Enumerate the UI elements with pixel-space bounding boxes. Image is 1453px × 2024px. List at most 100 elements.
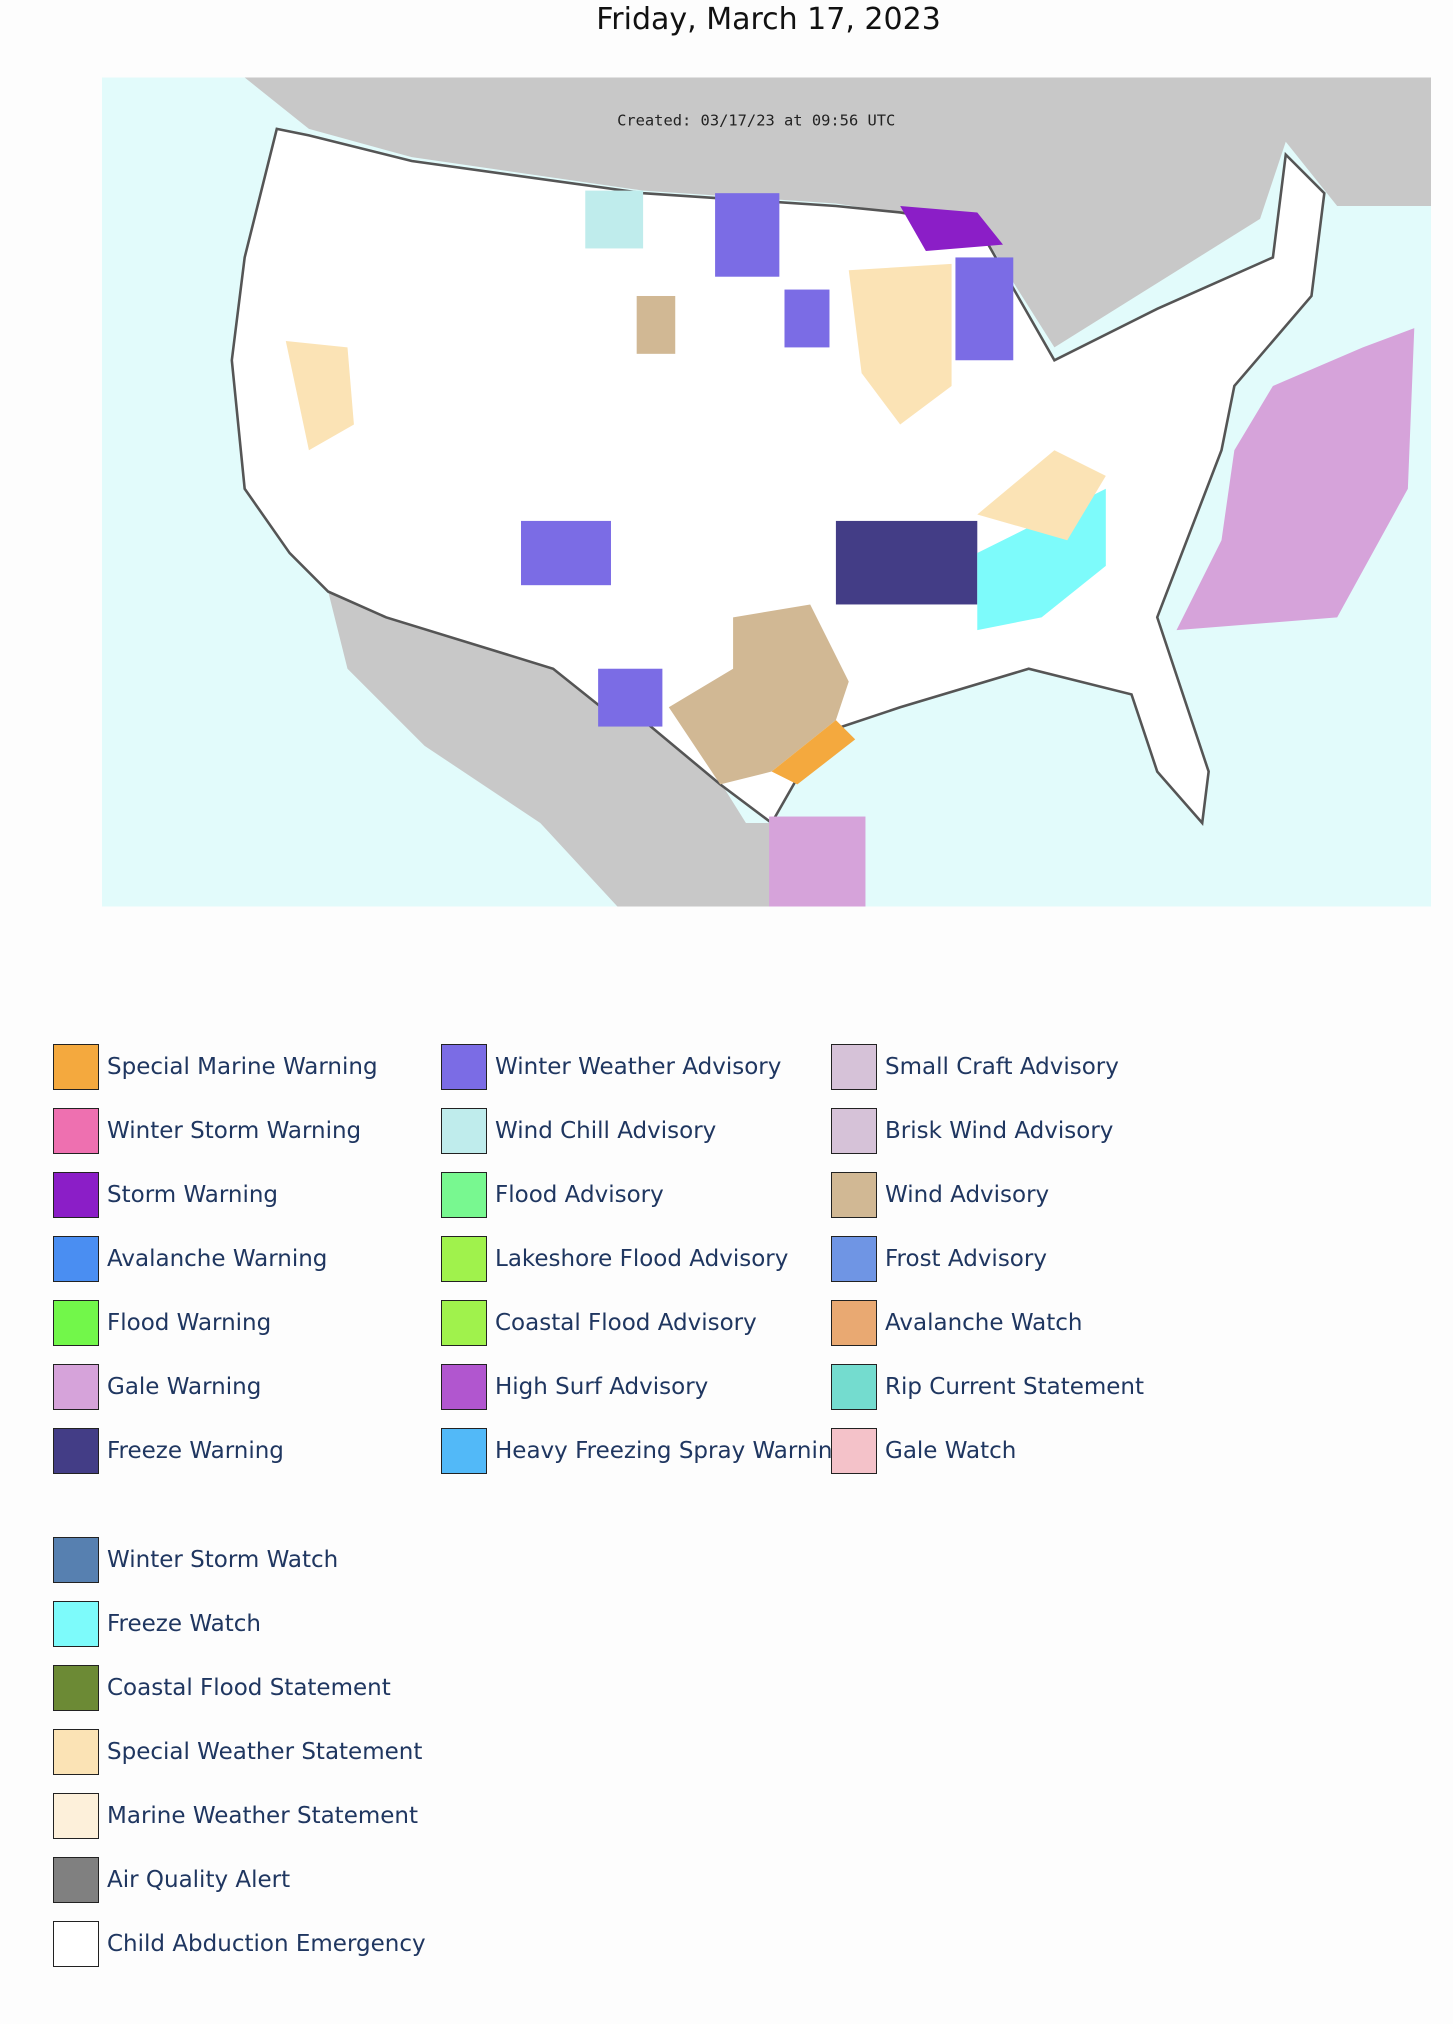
gale-area xyxy=(1176,328,1415,631)
legend-swatch xyxy=(831,1236,877,1282)
canada xyxy=(244,77,1431,348)
alert-map: Created: 03/17/23 at 09:56 UTC xyxy=(102,77,1431,907)
legend-swatch xyxy=(441,1364,487,1410)
legend-label: Special Weather Statement xyxy=(107,1739,423,1765)
legend-swatch xyxy=(831,1108,877,1154)
legend-swatch xyxy=(53,1665,99,1711)
legend-swatch xyxy=(441,1428,487,1474)
map-caption: Created: 03/17/23 at 09:56 UTC xyxy=(617,112,895,130)
legend-label: High Surf Advisory xyxy=(495,1374,709,1400)
legend-item: Gale Watch xyxy=(831,1427,1016,1475)
legend-label: Heavy Freezing Spray Warning xyxy=(495,1438,848,1464)
legend-item: Heavy Freezing Spray Warning xyxy=(441,1427,847,1475)
legend-swatch xyxy=(53,1921,99,1967)
legend-item: Flood Advisory xyxy=(441,1171,664,1219)
legend-item: Air Quality Alert xyxy=(53,1856,290,1904)
legend-item: Rip Current Statement xyxy=(831,1363,1144,1411)
legend-item: Small Craft Advisory xyxy=(831,1043,1119,1091)
gale-area xyxy=(769,816,866,907)
legend-item: Marine Weather Statement xyxy=(53,1792,418,1840)
legend-item: Winter Storm Watch xyxy=(53,1536,338,1584)
legend-item: Winter Storm Warning xyxy=(53,1107,361,1155)
legend-item: Special Marine Warning xyxy=(53,1043,378,1091)
legend-item: Gale Warning xyxy=(53,1363,261,1411)
freeze-area xyxy=(835,520,978,605)
legend-swatch xyxy=(441,1108,487,1154)
legend-swatch xyxy=(53,1601,99,1647)
statement-area xyxy=(977,450,1106,541)
legend-item: Coastal Flood Advisory xyxy=(441,1299,757,1347)
legend-item: Special Weather Statement xyxy=(53,1728,422,1776)
legend-item: Child Abduction Emergency xyxy=(53,1920,426,1968)
legend-label: Special Marine Warning xyxy=(107,1054,378,1080)
legend-label: Wind Advisory xyxy=(885,1182,1050,1208)
winter-area xyxy=(598,668,663,727)
legend-item: High Surf Advisory xyxy=(441,1363,708,1411)
legend-item: Coastal Flood Statement xyxy=(53,1664,391,1712)
legend-swatch xyxy=(441,1044,487,1090)
legend-label: Flood Warning xyxy=(107,1310,272,1336)
legend-swatch xyxy=(53,1172,99,1218)
marine-area xyxy=(771,720,856,785)
legend-label: Brisk Wind Advisory xyxy=(885,1118,1114,1144)
legend-label: Coastal Flood Advisory xyxy=(495,1310,757,1336)
legend-swatch xyxy=(441,1300,487,1346)
legend-label: Winter Weather Advisory xyxy=(495,1054,782,1080)
legend-label: Avalanche Warning xyxy=(107,1246,328,1272)
chill-area xyxy=(585,190,644,249)
legend-label: Storm Warning xyxy=(107,1182,279,1208)
legend-swatch xyxy=(53,1729,99,1775)
legend-swatch xyxy=(441,1172,487,1218)
legend-item: Storm Warning xyxy=(53,1171,278,1219)
legend-swatch xyxy=(53,1364,99,1410)
winter-area xyxy=(715,193,780,277)
statement-area xyxy=(848,263,952,425)
legend-item: Freeze Warning xyxy=(53,1427,284,1475)
legend-item: Freeze Watch xyxy=(53,1600,261,1648)
legend-label: Freeze Watch xyxy=(107,1611,261,1637)
legend-item: Flood Warning xyxy=(53,1299,271,1347)
legend-swatch xyxy=(831,1172,877,1218)
legend-swatch xyxy=(53,1793,99,1839)
legend-label: Avalanche Watch xyxy=(885,1310,1083,1336)
legend-label: Frost Advisory xyxy=(885,1246,1047,1272)
legend-item: Avalanche Warning xyxy=(53,1235,327,1283)
legend-item: Wind Advisory xyxy=(831,1171,1049,1219)
legend-swatch xyxy=(53,1108,99,1154)
legend-item: Lakeshore Flood Advisory xyxy=(441,1235,788,1283)
legend-swatch xyxy=(831,1300,877,1346)
legend-label: Rip Current Statement xyxy=(885,1374,1145,1400)
legend-swatch xyxy=(53,1537,99,1583)
winter-area xyxy=(521,520,611,586)
legend-label: Gale Warning xyxy=(107,1374,262,1400)
winter-area xyxy=(784,289,830,348)
legend-label: Flood Advisory xyxy=(495,1182,664,1208)
legend-swatch xyxy=(53,1236,99,1282)
legend-label: Winter Storm Warning xyxy=(107,1118,362,1144)
legend-swatch xyxy=(53,1300,99,1346)
wind-area xyxy=(668,604,849,785)
legend-swatch xyxy=(831,1364,877,1410)
legend-item: Avalanche Watch xyxy=(831,1299,1082,1347)
legend-item: Brisk Wind Advisory xyxy=(831,1107,1113,1155)
legend-swatch xyxy=(53,1044,99,1090)
legend-label: Small Craft Advisory xyxy=(885,1054,1119,1080)
legend-label: Winter Storm Watch xyxy=(107,1547,339,1573)
legend-label: Freeze Warning xyxy=(107,1438,284,1464)
legend-swatch xyxy=(831,1428,877,1474)
storm-area xyxy=(900,206,1003,252)
mexico xyxy=(328,591,785,907)
legend-label: Coastal Flood Statement xyxy=(107,1675,391,1701)
legend-item: Wind Chill Advisory xyxy=(441,1107,716,1155)
legend-label: Lakeshore Flood Advisory xyxy=(495,1246,789,1272)
page-title: Friday, March 17, 2023 xyxy=(596,2,941,37)
legend-item: Winter Weather Advisory xyxy=(441,1043,781,1091)
legend-swatch xyxy=(831,1044,877,1090)
legend-swatch xyxy=(441,1236,487,1282)
legend-label: Air Quality Alert xyxy=(107,1867,291,1893)
statement-area xyxy=(285,340,354,451)
legend-swatch xyxy=(53,1428,99,1474)
legend-swatch xyxy=(53,1857,99,1903)
legend-label: Wind Chill Advisory xyxy=(495,1118,717,1144)
